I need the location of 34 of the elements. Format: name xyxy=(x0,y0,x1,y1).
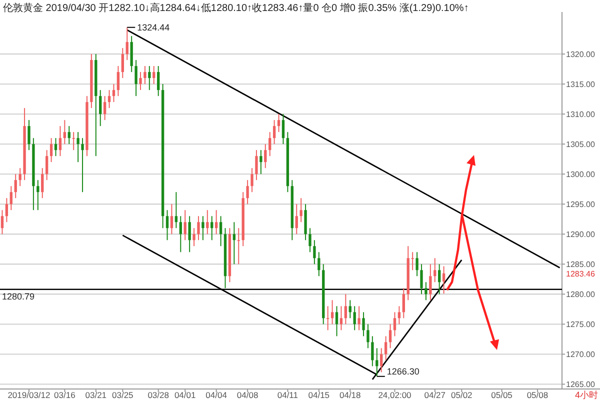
x-tick-label: 04/11 xyxy=(277,390,298,400)
annotation: 1266.30 xyxy=(386,366,420,376)
x-tick-label: 04/08 xyxy=(236,390,258,400)
x-tick-label: 03/21 xyxy=(85,390,107,400)
y-tick-label: 1285.00 xyxy=(566,260,596,270)
x-tick-label: 05/02 xyxy=(451,390,473,400)
x-tick-label: 03/28 xyxy=(148,390,170,400)
ref-line-label: 1280.79 xyxy=(2,291,35,302)
x-tick-label: 24,02:00 xyxy=(378,390,412,400)
y-tick-label: 1270.00 xyxy=(566,350,596,360)
chart-title: 伦敦黄金 2019/04/30 开1282.10↓高1284.64↓低1280.10↑收1283.46↑量0 仓0 增0 振0.35% 涨(1.29)0.10%↑ xyxy=(3,2,469,14)
x-tick-label: 04/01 xyxy=(174,390,196,400)
x-tick-label: 2019/03/12 xyxy=(8,390,51,400)
x-tick-label: 04/27 xyxy=(424,390,446,400)
x-tick-label: 03/25 xyxy=(112,390,134,400)
y-tick-label: 1295.00 xyxy=(566,200,596,210)
y-tick-label: 1290.00 xyxy=(566,230,596,240)
text: 4小时 xyxy=(574,390,598,400)
x-tick-label: 04/15 xyxy=(308,390,330,400)
x-tick-label: 04/04 xyxy=(206,390,228,400)
y-tick-label: 1265.00 xyxy=(566,380,596,390)
annotation: 1283.46 xyxy=(566,269,596,278)
x-tick-label: 03/16 xyxy=(54,390,76,400)
y-tick-label: 1310.00 xyxy=(566,110,596,120)
y-tick-label: 1300.00 xyxy=(566,170,596,180)
x-tick-label: 05/05 xyxy=(491,390,513,400)
annotation: 1324.44 xyxy=(137,22,170,32)
x-tick-label: 04/18 xyxy=(339,390,362,400)
y-tick-label: 1305.00 xyxy=(566,140,596,150)
y-tick-label: 1275.00 xyxy=(566,320,596,330)
x-tick-label: 05/08 xyxy=(526,390,548,400)
y-tick-label: 1320.00 xyxy=(566,50,596,60)
y-tick-label: 1280.00 xyxy=(566,290,596,300)
y-tick-label: 1315.00 xyxy=(566,80,596,90)
